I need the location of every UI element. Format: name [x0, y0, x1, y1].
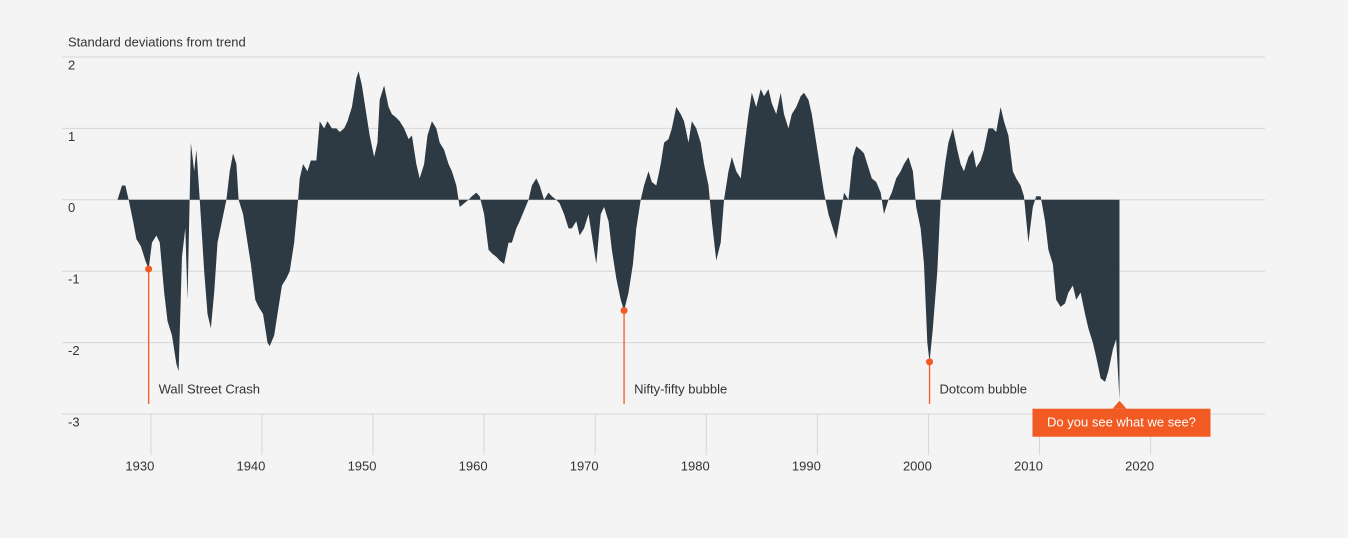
x-tick-label: 1970 [570, 458, 599, 473]
y-tick-label: 0 [68, 200, 75, 215]
annotation-label: Nifty-fifty bubble [634, 381, 727, 396]
x-tick-label: 2010 [1014, 458, 1043, 473]
annotation-marker [620, 306, 628, 314]
y-tick-label: -2 [68, 343, 80, 358]
x-tick-label: 2000 [903, 458, 932, 473]
x-tick-label: 1930 [125, 458, 154, 473]
annotation-label: Dotcom bubble [940, 381, 1027, 396]
y-tick-label: -1 [68, 272, 80, 287]
x-tick-label: 1950 [348, 458, 377, 473]
callout-box [1032, 408, 1211, 437]
callout-label: Do you see what we see? [1047, 415, 1196, 430]
callout-pointer [1112, 400, 1127, 409]
x-tick-label: 1960 [459, 458, 488, 473]
x-tick-label: 2020 [1125, 458, 1154, 473]
annotation-marker [145, 265, 153, 273]
x-tick-label: 1940 [236, 458, 265, 473]
area [117, 71, 1120, 400]
y-tick-label: -3 [68, 414, 80, 429]
annotation-label: Wall Street Crash [159, 381, 260, 396]
y-axis-label: Standard deviations from trend [68, 34, 246, 49]
y-tick-label: 2 [68, 57, 75, 72]
y-tick-label: 1 [68, 129, 75, 144]
x-tick-label: 1980 [681, 458, 710, 473]
x-tick-label: 1990 [792, 458, 821, 473]
annotation-marker [926, 358, 934, 366]
